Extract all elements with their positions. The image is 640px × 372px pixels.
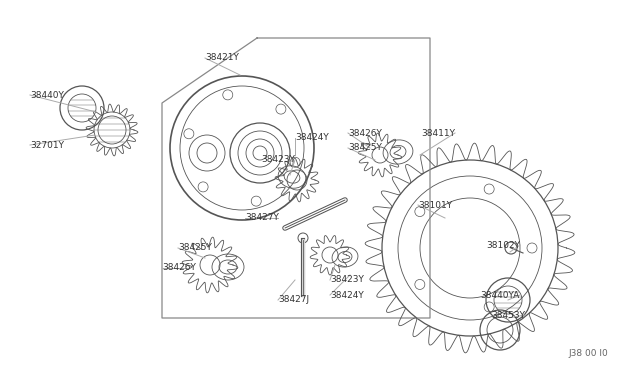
Text: 38411Y: 38411Y xyxy=(421,128,455,138)
Text: 38423Y: 38423Y xyxy=(261,155,295,164)
Text: 38453Y: 38453Y xyxy=(491,311,525,320)
Text: 32701Y: 32701Y xyxy=(30,141,64,150)
Text: 38421Y: 38421Y xyxy=(205,54,239,62)
Text: 38427J: 38427J xyxy=(278,295,309,305)
Text: 38427Y: 38427Y xyxy=(245,214,279,222)
Text: 38102Y: 38102Y xyxy=(486,241,520,250)
Text: 38101Y: 38101Y xyxy=(418,201,452,209)
Text: 38423Y: 38423Y xyxy=(330,276,364,285)
Text: 38426Y: 38426Y xyxy=(162,263,196,273)
Text: 38424Y: 38424Y xyxy=(295,134,329,142)
Text: 38440YA: 38440YA xyxy=(481,291,520,299)
Text: 38425Y: 38425Y xyxy=(348,144,382,153)
Text: 38426Y: 38426Y xyxy=(348,128,382,138)
Text: 38424Y: 38424Y xyxy=(330,291,364,299)
Text: 38440Y: 38440Y xyxy=(30,90,64,99)
Text: J38 00 I0: J38 00 I0 xyxy=(568,349,608,358)
Text: 38425Y: 38425Y xyxy=(178,244,212,253)
